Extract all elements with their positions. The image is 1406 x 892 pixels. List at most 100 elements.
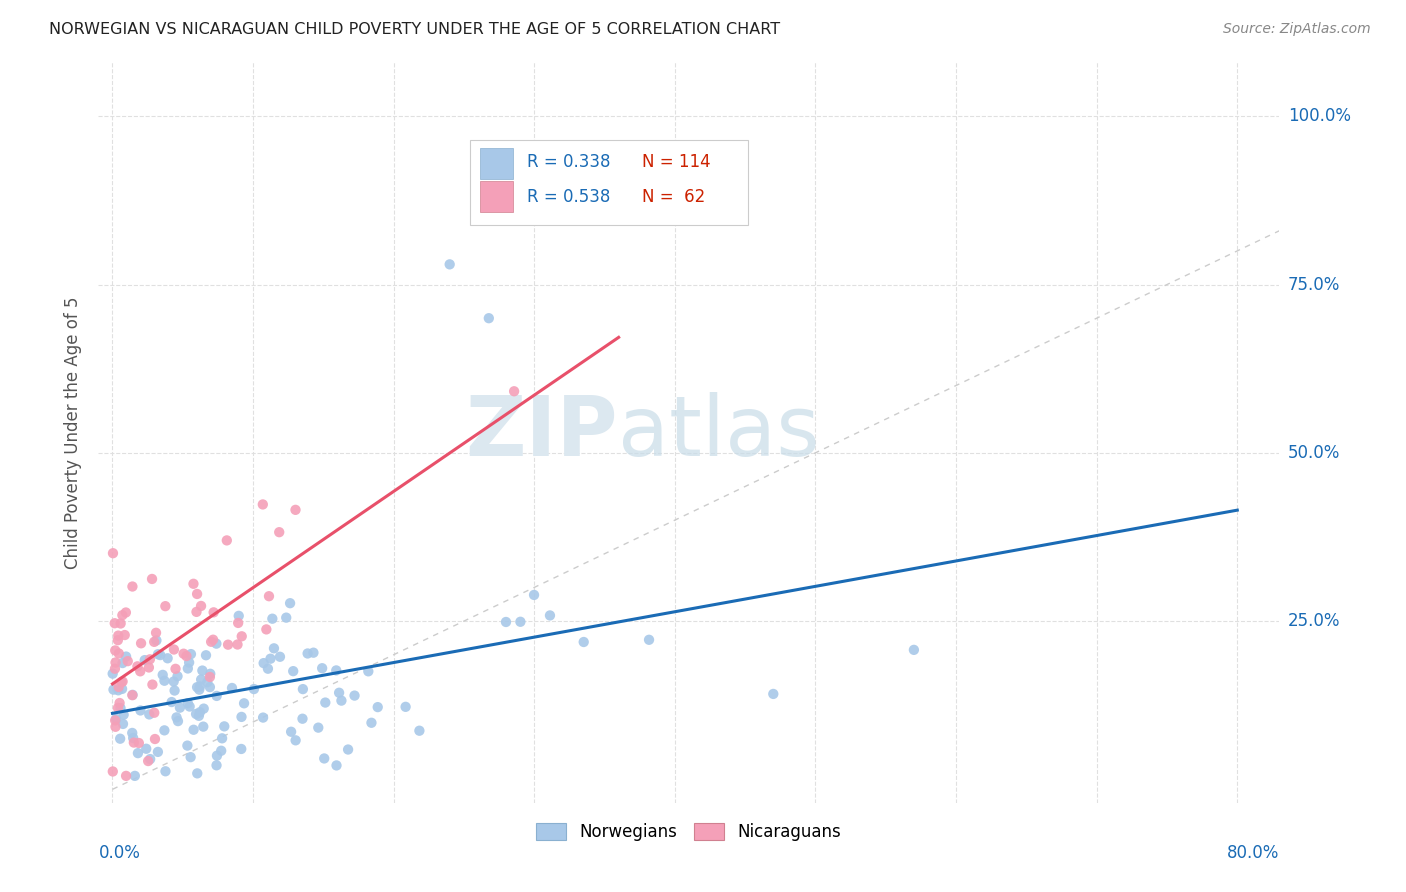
Text: 80.0%: 80.0%	[1227, 844, 1279, 862]
Point	[143, 635, 166, 649]
Point	[163, 642, 186, 657]
FancyBboxPatch shape	[479, 181, 513, 212]
Point	[127, 746, 149, 760]
Point	[190, 599, 212, 613]
Text: 25.0%: 25.0%	[1288, 612, 1340, 630]
Point	[104, 662, 127, 676]
Text: ZIP: ZIP	[465, 392, 619, 473]
Point	[231, 710, 253, 724]
Point	[307, 721, 329, 735]
Point	[186, 680, 208, 694]
Point	[104, 720, 127, 734]
Point	[188, 705, 211, 719]
Point	[538, 608, 561, 623]
Point	[638, 632, 661, 647]
Point	[101, 546, 124, 560]
Point	[509, 615, 531, 629]
Point	[101, 764, 124, 779]
Point	[121, 688, 143, 702]
Point	[107, 633, 129, 648]
Point	[195, 648, 218, 663]
Point	[193, 720, 215, 734]
Point	[163, 674, 186, 689]
Point	[186, 587, 208, 601]
Point	[221, 681, 243, 695]
Point	[153, 673, 176, 688]
Point	[243, 681, 266, 696]
Point	[101, 666, 124, 681]
Point	[138, 660, 160, 674]
Point	[311, 661, 333, 675]
Point	[478, 311, 501, 326]
Point	[762, 687, 785, 701]
Point	[104, 714, 127, 728]
Point	[107, 680, 129, 694]
Point	[200, 634, 222, 648]
Point	[176, 648, 198, 663]
Point	[202, 632, 225, 647]
FancyBboxPatch shape	[471, 140, 748, 226]
Point	[122, 735, 145, 749]
Text: N = 114: N = 114	[641, 153, 710, 171]
Point	[257, 662, 280, 676]
Point	[128, 736, 150, 750]
Point	[115, 769, 138, 783]
Point	[143, 706, 166, 720]
Text: N =  62: N = 62	[641, 188, 704, 206]
Point	[110, 675, 132, 690]
Point	[217, 638, 239, 652]
Text: 100.0%: 100.0%	[1288, 107, 1351, 125]
Point	[145, 633, 167, 648]
Text: R = 0.338: R = 0.338	[527, 153, 610, 171]
Point	[134, 653, 156, 667]
Point	[291, 682, 314, 697]
Point	[325, 664, 347, 678]
Point	[145, 625, 167, 640]
Point	[104, 656, 127, 670]
Point	[108, 696, 131, 710]
Point	[439, 257, 461, 271]
Point	[110, 701, 132, 715]
Point	[146, 745, 169, 759]
Point	[226, 615, 249, 630]
Text: Source: ZipAtlas.com: Source: ZipAtlas.com	[1223, 22, 1371, 37]
Point	[302, 646, 325, 660]
Point	[188, 680, 211, 694]
Point	[408, 723, 430, 738]
Point	[360, 715, 382, 730]
Point	[104, 616, 127, 631]
Point	[337, 742, 360, 756]
Point	[143, 731, 166, 746]
Point	[186, 605, 208, 619]
Point	[122, 731, 145, 745]
Point	[572, 635, 595, 649]
Point	[263, 641, 285, 656]
Point	[252, 710, 274, 724]
Point	[177, 696, 200, 710]
Point	[193, 701, 215, 715]
Point	[209, 744, 232, 758]
Text: NORWEGIAN VS NICARAGUAN CHILD POVERTY UNDER THE AGE OF 5 CORRELATION CHART: NORWEGIAN VS NICARAGUAN CHILD POVERTY UN…	[49, 22, 780, 37]
Point	[226, 638, 249, 652]
Point	[202, 605, 225, 619]
Point	[110, 616, 132, 631]
Text: R = 0.538: R = 0.538	[527, 188, 610, 206]
Point	[269, 525, 291, 540]
Point	[138, 707, 160, 722]
Legend: Norwegians, Nicaraguans: Norwegians, Nicaraguans	[530, 816, 848, 847]
Point	[262, 612, 284, 626]
Point	[186, 766, 208, 780]
Point	[183, 576, 205, 591]
Point	[343, 689, 366, 703]
Point	[211, 731, 233, 746]
Point	[111, 717, 134, 731]
Point	[228, 608, 250, 623]
Point	[107, 647, 129, 661]
Point	[495, 615, 517, 629]
Point	[330, 693, 353, 707]
Point	[183, 723, 205, 737]
Point	[253, 656, 276, 670]
Point	[367, 700, 389, 714]
Point	[112, 707, 135, 722]
Point	[276, 610, 298, 624]
